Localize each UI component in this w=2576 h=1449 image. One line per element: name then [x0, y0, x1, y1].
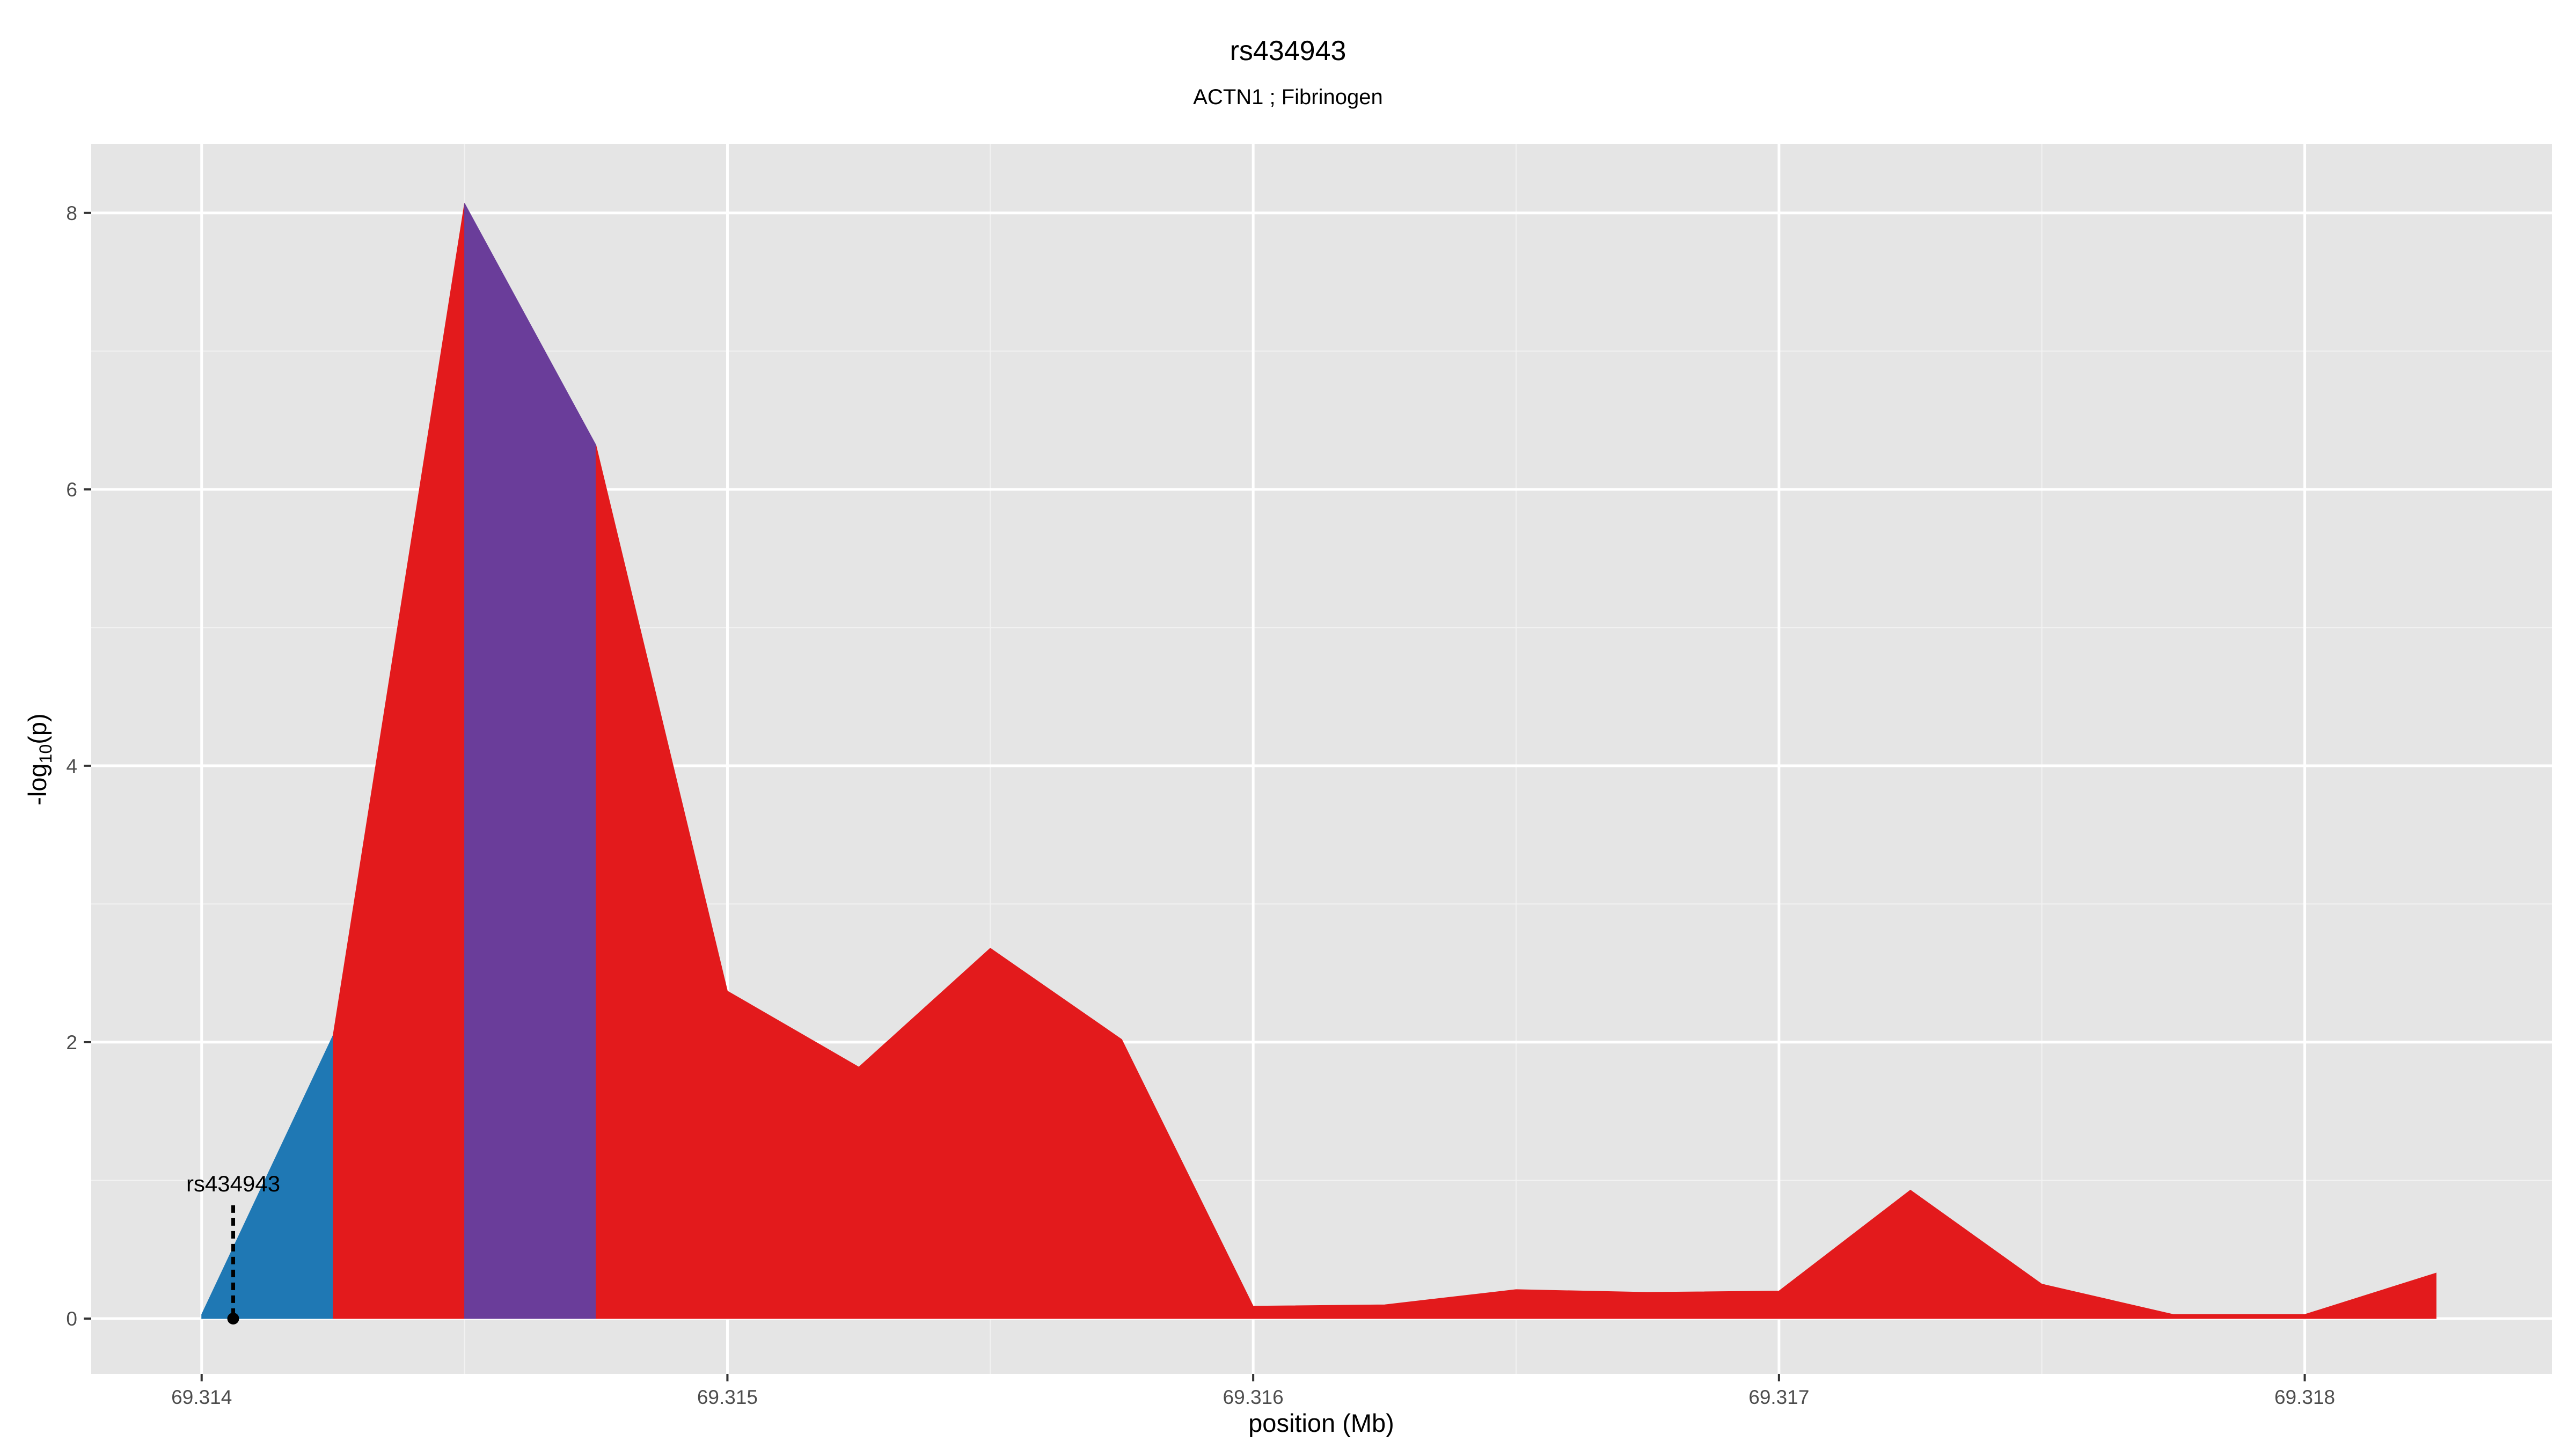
y-axis-title-main: -log	[23, 763, 52, 805]
x-axis-title: position (Mb)	[1248, 1409, 1394, 1437]
y-tick-label: 4	[66, 755, 77, 777]
y-tick-label: 0	[66, 1308, 77, 1330]
x-tick-label: 69.317	[1748, 1386, 1809, 1408]
annotation: rs434943	[186, 1171, 280, 1324]
y-tick-label: 6	[66, 479, 77, 501]
x-tick-label: 69.314	[171, 1386, 232, 1408]
annotation-label: rs434943	[186, 1171, 280, 1196]
chart-subtitle: ACTN1 ; Fibrinogen	[1193, 85, 1382, 109]
y-tick-label: 2	[66, 1031, 77, 1053]
x-tick-label: 69.315	[697, 1386, 758, 1408]
x-tick-label: 69.316	[1223, 1386, 1284, 1408]
y-axis-title: -log10(p)	[23, 713, 55, 805]
x-tick-label: 69.318	[2274, 1386, 2335, 1408]
y-tick-label: 8	[66, 202, 77, 224]
y-axis-title-tail: (p)	[23, 713, 52, 744]
area-segment-4	[596, 445, 2436, 1319]
annotation-point	[227, 1312, 239, 1324]
chart-title: rs434943	[1230, 35, 1346, 67]
x-axis: 69.314 69.315 69.316 69.317 69.318	[171, 1374, 2335, 1408]
y-axis: 0 2 4 6 8	[66, 202, 91, 1330]
y-axis-title-subscript: 10	[36, 744, 55, 764]
